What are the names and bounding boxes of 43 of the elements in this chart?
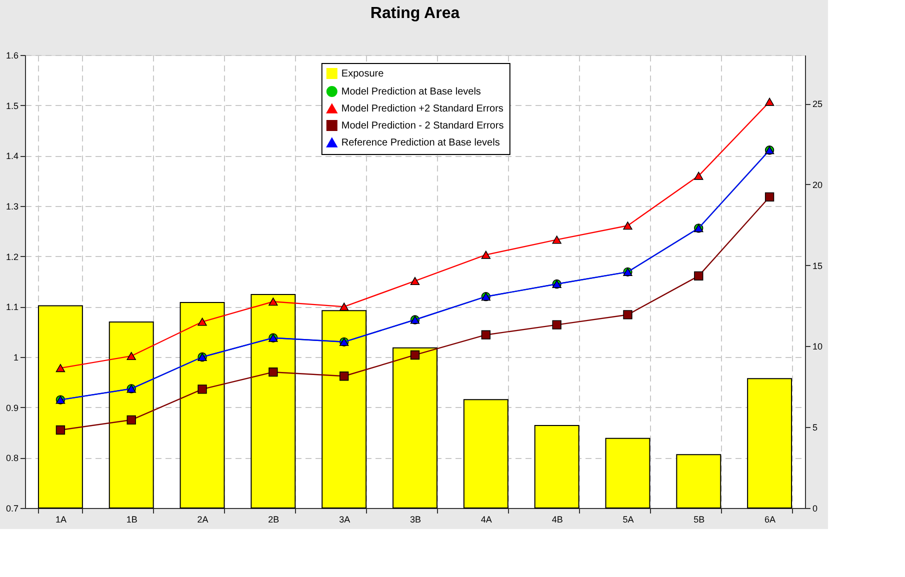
bar	[747, 378, 792, 508]
bar	[463, 399, 508, 508]
y-tick-label: 1.1	[6, 302, 18, 312]
y-tick-label: 1.3	[6, 202, 18, 212]
chart-title: Rating Area	[370, 5, 460, 22]
y2-tick-label: 15	[812, 260, 823, 271]
y-tick-label: 0.7	[6, 504, 18, 514]
bar	[108, 321, 154, 508]
y-tick-label: 1.2	[6, 252, 18, 262]
y-tick-label: 0.8	[6, 453, 18, 464]
x-tick-label: 2B	[268, 514, 280, 524]
bar	[250, 294, 296, 508]
y-tick-label: 1	[13, 352, 18, 362]
y2-tick-label: 5	[812, 422, 818, 433]
bar	[534, 424, 580, 508]
bar	[676, 454, 722, 508]
x-tick-label: 1A	[55, 514, 66, 524]
legend-label: Model Prediction at Base levels	[341, 86, 481, 98]
y-tick-label: 0.9	[6, 402, 18, 413]
x-tick-label: 4A	[480, 514, 492, 524]
x-tick-label: 4B	[552, 514, 563, 524]
y-tick-label: 1.4	[6, 151, 18, 162]
y2-tick-label: 10	[812, 342, 823, 352]
y-tick-label: 1.5	[6, 100, 18, 111]
x-tick-label: 5A	[622, 514, 634, 524]
x-tick-label: 2A	[197, 514, 208, 524]
x-tick-label: 1B	[126, 514, 138, 524]
x-tick-label: 3A	[339, 514, 350, 524]
legend-label: Reference Prediction at Base levels	[341, 138, 500, 148]
x-tick-label: 5B	[694, 514, 705, 524]
y-tick-label: 1.6	[6, 50, 18, 60]
x-tick-label: 6A	[764, 514, 776, 524]
x-tick-label: 3B	[410, 514, 422, 524]
bar	[38, 305, 83, 508]
legend-label: Exposure	[341, 68, 384, 80]
bar	[180, 302, 225, 508]
y2-tick-label: 20	[812, 180, 823, 190]
legend-label: Model Prediction - 2 Standard Errors	[341, 120, 504, 132]
bar	[392, 347, 438, 508]
bar	[605, 438, 650, 508]
y2-tick-label: 0	[812, 504, 818, 514]
legend-label: Model Prediction +2 Standard Errors	[341, 104, 504, 114]
y2-tick-label: 25	[812, 99, 823, 110]
